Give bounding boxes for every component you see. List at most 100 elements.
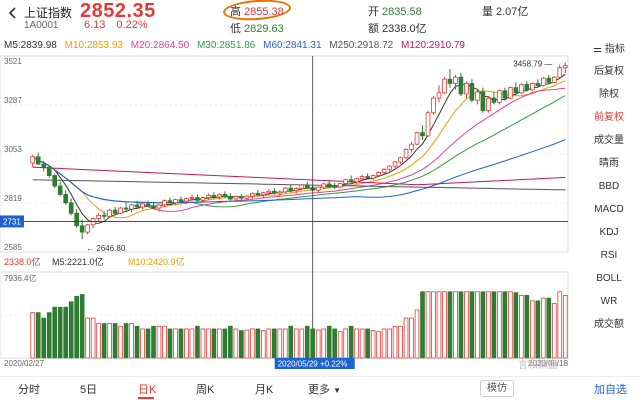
candle-up [425,112,431,137]
volume-bar [442,291,447,359]
price-tag-box [0,215,24,228]
price-axis-label: 3521 [4,57,22,66]
volume-bar [475,291,480,359]
volume-bar [145,328,151,359]
tab-5day[interactable]: 5日 [80,384,98,396]
sidebar-item-9[interactable]: BOLL [596,273,622,284]
candle-up [453,76,458,84]
quote-header: 上证指数 1A0001 2852.35 6.13 0.22% 高 2855.38 … [0,0,640,36]
volume-bar [244,329,250,359]
open-stat: 开 2835.58 [368,3,422,19]
candle-up [464,83,469,95]
volume-bar [337,331,343,359]
volume-bar [546,297,552,359]
volume-bar [392,325,398,359]
candle-down [68,202,74,214]
candle-down [304,184,310,189]
candle-up [403,148,409,159]
candle-up [162,200,167,206]
volume-axis-label: 7936.4亿 [4,273,36,283]
volume-bar [326,325,332,359]
candle-down [145,203,151,207]
candle-down [420,132,425,137]
sidebar-item-5[interactable]: BBD [598,181,620,192]
sidebar-item-2[interactable]: 前复权 [594,112,624,123]
add-watchlist-button[interactable]: 加自选 [594,384,627,396]
volume-bar [535,300,541,359]
tab-intraday[interactable]: 分时 [18,384,40,396]
volume-bar [189,328,195,359]
candle-up [540,77,546,86]
candle-up [233,196,239,200]
sidebar-item-8[interactable]: RSI [600,250,618,261]
volume-bar [195,325,200,359]
volume-bar [497,291,502,359]
candle-up [206,195,211,198]
candle-up [392,161,398,167]
volume-bar [321,328,327,359]
candle-down [524,84,530,91]
volume-bar [63,306,69,359]
candle-down [365,176,370,179]
tab-daily-k[interactable]: 日K [138,384,157,396]
candle-up [282,187,288,193]
volume-bar [233,328,239,359]
volume-bar [332,328,338,359]
current-price: 2852.35 [80,0,156,22]
indicator-button[interactable]: ⚌ 指标 [580,40,638,60]
indicator-list: 后复权除权前复权成交量晴雨 BBD MACD KDJ RSI BOLL WR 成交额 [580,60,638,336]
volume-bar [260,330,266,359]
indicator-sidebar: ⚌ 指标 后复权除权前复权成交量晴雨 BBD MACD KDJ RSI BOLL WR 成交额 [580,40,638,336]
high-value: 2855.38 [244,6,284,18]
volume-bar [310,328,316,359]
volume-bar [469,291,475,359]
back-arrow-icon[interactable] [6,6,20,20]
sidebar-item-7[interactable]: KDJ [599,227,619,238]
volume-bar [431,291,436,359]
sidebar-item-0[interactable]: 后复权 [594,66,624,77]
volume-bar [486,291,491,359]
sidebar-item-6[interactable]: MACD [594,204,624,215]
low-annotation: ← 2646.80 [86,244,126,253]
index-name: 上证指数 [24,6,73,20]
kline-chart[interactable]: 3521 3287 3053 2819 2585 3458.79 — ← 2646.80 27… [0,52,572,370]
tab-more[interactable]: 更多 ▼ [308,381,341,397]
ma5-label: M5:2839.98 [4,40,57,51]
volume-bar [420,291,425,359]
indicator-icon: ⚌ [593,44,603,55]
volume-bar [271,328,277,359]
indicator-label: 指标 [604,44,625,55]
sidebar-item-11[interactable]: 成交额 [594,319,624,330]
sidebar-item-1[interactable]: 除权 [599,89,619,100]
tab-weekly-k[interactable]: 周K [196,384,215,396]
price-tag-label: 2731 [3,217,21,226]
candle-down [79,225,85,233]
candle-down [447,78,453,84]
volume-bar [140,328,145,359]
volume-bar [562,295,568,359]
sidebar-item-4[interactable]: 晴雨 [599,158,619,169]
volume-bar [151,325,156,359]
ma60-label: M60:2841.31 [263,40,322,51]
volume-bar [173,328,178,359]
candle-up [184,198,189,202]
volume-bar [96,323,101,359]
volume-bar [156,325,162,359]
candle-down [74,212,79,227]
volume-bar [57,306,63,359]
change-percent: 0.22% [116,19,148,31]
ma120-label: M120:2910.79 [401,40,465,51]
low-stat: 低 2829.63 [230,20,284,36]
candle-down [211,195,217,198]
tab-monthly-k[interactable]: 月K [255,384,274,396]
sidebar-item-3[interactable]: 成交量 [594,135,624,146]
open-label: 开 [368,6,379,18]
candle-down [123,207,129,210]
simulate-button[interactable]: 模仿 [480,380,514,397]
index-code: 1A0001 [24,20,59,31]
amount-stat: 额 2338.0亿 [368,20,427,36]
volume-bar [513,292,519,359]
sidebar-item-10[interactable]: WR [600,296,618,307]
price-axis-label: 3053 [4,145,22,154]
period-tabs: 分时 5日 日K 周K 月K 更多 ▼ 模仿 加自选 [0,376,640,400]
